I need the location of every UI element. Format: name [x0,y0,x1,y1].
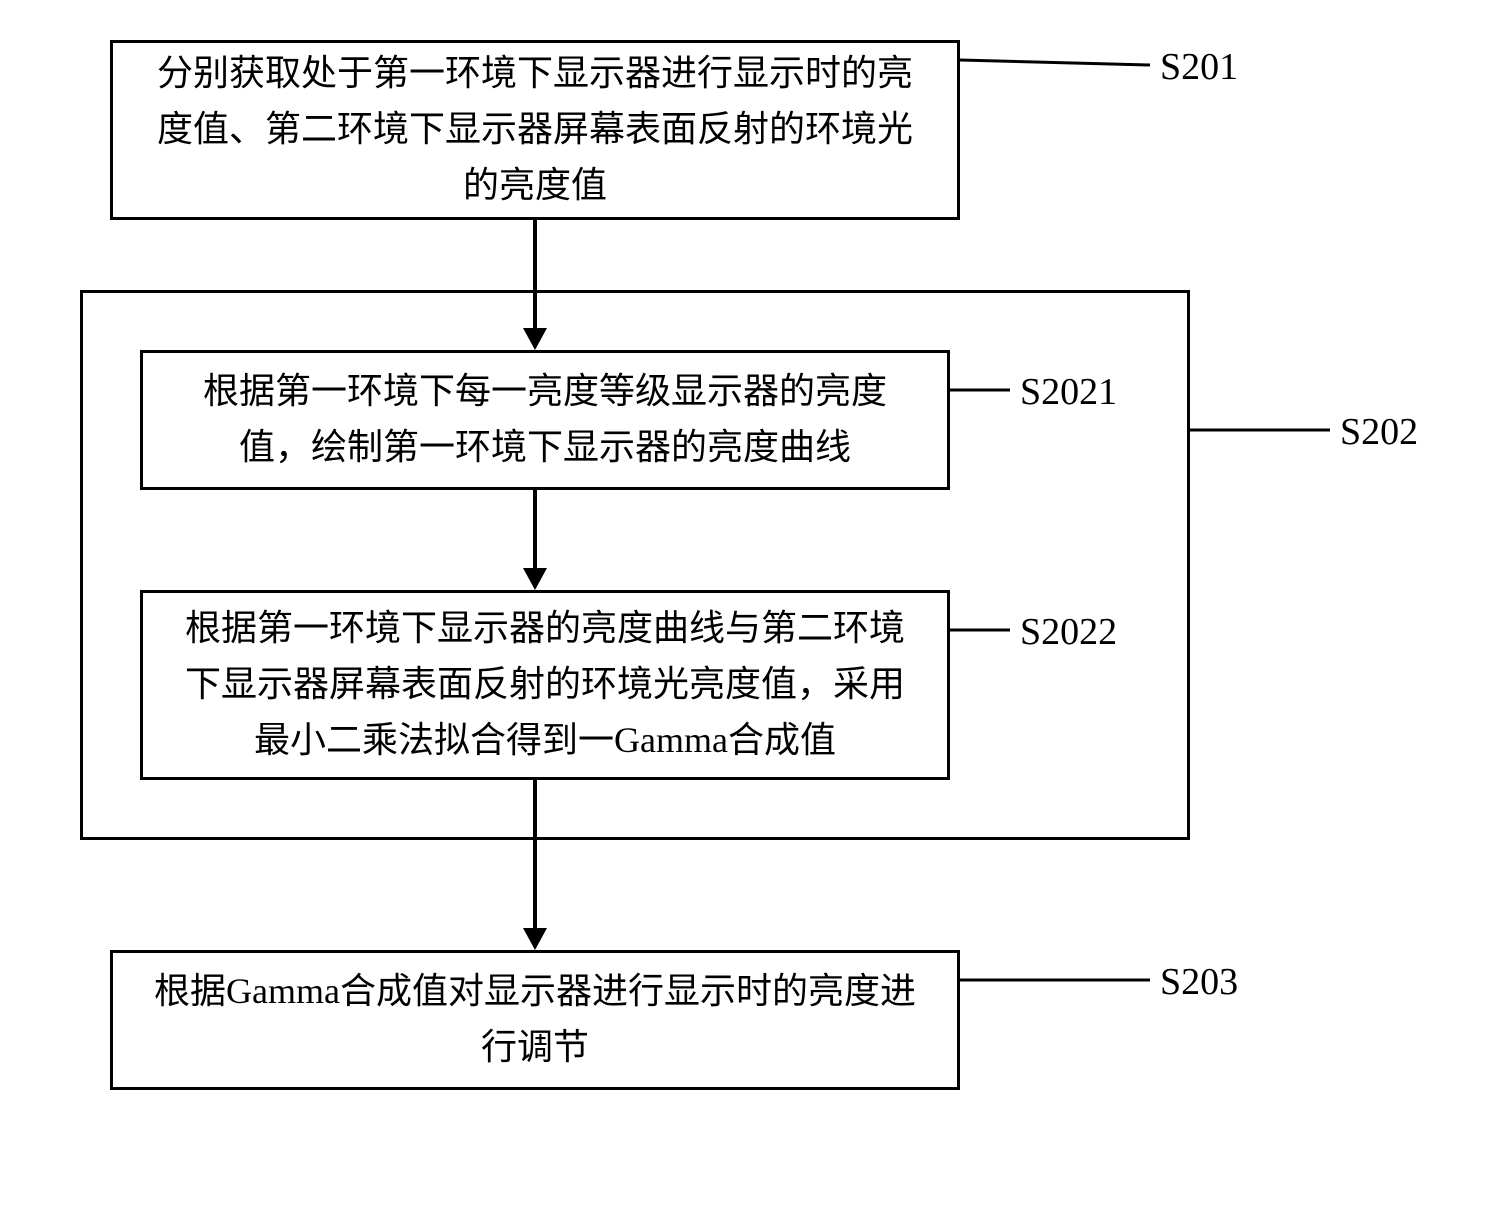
flow-box-s203: 根据Gamma合成值对显示器进行显示时的亮度进行调节 [110,950,960,1090]
label-s2022: S2022 [1020,610,1117,654]
flow-box-s2021: 根据第一环境下每一亮度等级显示器的亮度值，绘制第一环境下显示器的亮度曲线 [140,350,950,490]
flow-box-s201-text: 分别获取处于第一环境下显示器进行显示时的亮度值、第二环境下显示器屏幕表面反射的环… [143,46,927,213]
arrow-2-head [523,568,547,590]
arrow-3-head [523,928,547,950]
flow-box-s203-text: 根据Gamma合成值对显示器进行显示时的亮度进行调节 [143,964,927,1076]
connector-s203 [960,960,1160,1000]
connector-s201 [960,40,1160,80]
arrow-3 [533,780,537,928]
connector-s2022 [950,610,1020,650]
connector-s2021 [950,370,1020,410]
label-s2021: S2021 [1020,370,1117,414]
flow-box-s2022-text: 根据第一环境下显示器的亮度曲线与第二环境下显示器屏幕表面反射的环境光亮度值，采用… [173,601,917,768]
label-s203: S203 [1160,960,1238,1004]
flowchart-diagram: 分别获取处于第一环境下显示器进行显示时的亮度值、第二环境下显示器屏幕表面反射的环… [30,30,1480,1200]
label-s202: S202 [1340,410,1418,454]
flow-box-s201: 分别获取处于第一环境下显示器进行显示时的亮度值、第二环境下显示器屏幕表面反射的环… [110,40,960,220]
arrow-2 [533,490,537,568]
flow-box-s2022: 根据第一环境下显示器的亮度曲线与第二环境下显示器屏幕表面反射的环境光亮度值，采用… [140,590,950,780]
label-s201: S201 [1160,45,1238,89]
connector-s202 [1190,410,1340,450]
flow-box-s2021-text: 根据第一环境下每一亮度等级显示器的亮度值，绘制第一环境下显示器的亮度曲线 [173,364,917,476]
